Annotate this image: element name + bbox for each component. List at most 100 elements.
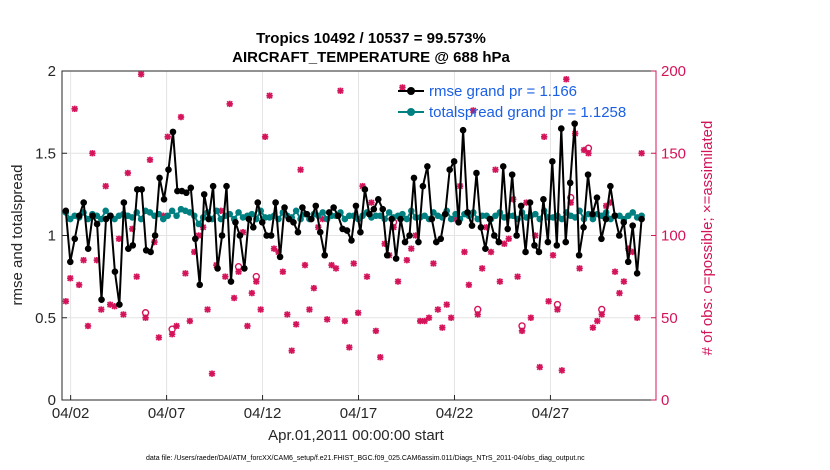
rmse-point — [450, 158, 458, 165]
obs-marker-stroke — [554, 306, 561, 313]
obs-marker-stroke — [363, 273, 371, 280]
obs-assimilated-marker — [120, 311, 127, 318]
obs-assimilated-marker — [133, 273, 140, 280]
rmse-point — [571, 120, 578, 127]
y-left-tick-label: 0.5 — [35, 310, 56, 327]
obs-assimilated-marker — [563, 76, 570, 83]
obs-assimilated-marker — [328, 261, 335, 269]
rmse-point — [580, 223, 587, 231]
obs-marker-stroke — [84, 322, 92, 330]
totalspread-point — [235, 209, 242, 216]
obs-marker-stroke — [372, 327, 379, 335]
obs-assimilated-marker — [266, 92, 273, 99]
obs-marker-stroke — [598, 311, 605, 318]
obs-marker-stroke — [505, 235, 512, 242]
obs-assimilated-marker — [403, 256, 411, 264]
totalspread-point — [102, 207, 109, 215]
rmse-point — [406, 232, 413, 239]
obs-assimilated-marker — [549, 252, 557, 259]
obs-assimilated-marker — [377, 354, 384, 361]
rmse-point — [352, 202, 360, 210]
obs-marker-stroke — [173, 322, 180, 330]
rmse-point — [624, 258, 632, 266]
obs-assimilated-marker — [372, 327, 380, 335]
chart-title-line1: Tropics 10492 / 10537 = 99.573% — [256, 30, 486, 47]
totalspread-point — [385, 209, 393, 216]
obs-marker-stroke — [611, 268, 619, 275]
obs-marker-stroke — [549, 252, 557, 259]
rmse-point — [392, 255, 400, 262]
rmse-point — [491, 232, 498, 239]
rmse-point — [473, 169, 480, 177]
obs-marker-stroke — [71, 105, 78, 112]
obs-assimilated-marker — [257, 306, 264, 313]
rmse-point — [482, 245, 489, 252]
y-axis-right-ticks: 0 50 100 150 200 — [651, 63, 686, 409]
rmse-point — [165, 166, 172, 173]
obs-assimilated-marker — [177, 113, 185, 121]
rmse-point — [540, 196, 547, 203]
y-left-tick-label: 2 — [48, 63, 56, 80]
totalspread-point — [173, 212, 180, 220]
obs-assimilated-marker — [425, 314, 433, 321]
rmse-point — [303, 210, 311, 218]
rmse-point — [557, 125, 565, 132]
rmse-point — [575, 251, 583, 259]
obs-marker-stroke — [421, 317, 428, 325]
rmse-point — [205, 215, 212, 223]
rmse-point — [633, 270, 641, 277]
rmse-point — [169, 128, 177, 136]
rmse-point — [517, 202, 525, 210]
obs-assimilated-marker — [244, 322, 251, 330]
y-right-tick-label: 100 — [661, 228, 686, 245]
rmse-point — [200, 191, 208, 198]
rmse-point — [321, 251, 329, 259]
obs-marker-stroke — [186, 317, 193, 325]
obs-assimilated-marker — [501, 240, 508, 247]
obs-marker-stroke — [443, 301, 450, 308]
rmse-point — [602, 215, 610, 223]
rmse-point — [312, 202, 320, 210]
x-tick-label: 04/22 — [436, 405, 474, 422]
obs-assimilated-marker — [465, 281, 473, 289]
obs-marker-stroke — [67, 275, 74, 282]
obs-marker-stroke — [474, 311, 481, 318]
obs-marker-stroke — [496, 278, 504, 285]
rmse-point — [486, 215, 494, 223]
obs-assimilated-marker — [67, 275, 74, 282]
obs-possible-marker — [584, 144, 593, 152]
rmse-point — [151, 232, 159, 239]
obs-possible-marker — [168, 325, 176, 333]
obs-assimilated-marker — [341, 317, 349, 325]
rmse-point — [526, 199, 534, 206]
obs-marker-stroke — [306, 306, 313, 313]
obs-assimilated-marker — [102, 182, 109, 190]
obs-assimilated-marker — [394, 278, 402, 285]
y-left-tick-label: 0 — [48, 392, 56, 409]
obs-marker-stroke — [634, 314, 641, 321]
obs-assimilated-marker — [434, 306, 442, 313]
rmse-point — [290, 219, 297, 226]
obs-marker-stroke — [355, 309, 362, 316]
rmse-point — [272, 199, 279, 206]
rmse-point — [598, 235, 605, 243]
obs-assimilated-marker — [182, 270, 189, 277]
rmse-point — [71, 235, 79, 243]
legend-spread-label: totalspread grand pr = 1.1258 — [429, 104, 626, 121]
rmse-point — [236, 232, 244, 239]
rmse-point — [214, 265, 221, 272]
obs-marker-stroke — [487, 248, 495, 256]
rmse-point — [477, 223, 485, 231]
obs-assimilated-marker — [226, 100, 233, 108]
rmse-point — [441, 210, 449, 218]
obs-possible-marker — [252, 272, 260, 281]
obs-marker-stroke — [479, 265, 486, 272]
obs-assimilated-marker — [71, 105, 78, 113]
rmse-point — [629, 222, 636, 229]
obs-assimilated-marker — [354, 309, 362, 317]
obs-assimilated-marker — [514, 273, 521, 280]
rmse-point — [107, 212, 114, 220]
obs-marker-stroke — [124, 169, 131, 177]
obs-assimilated-marker — [350, 260, 357, 267]
legend-rmse-marker — [407, 87, 415, 95]
